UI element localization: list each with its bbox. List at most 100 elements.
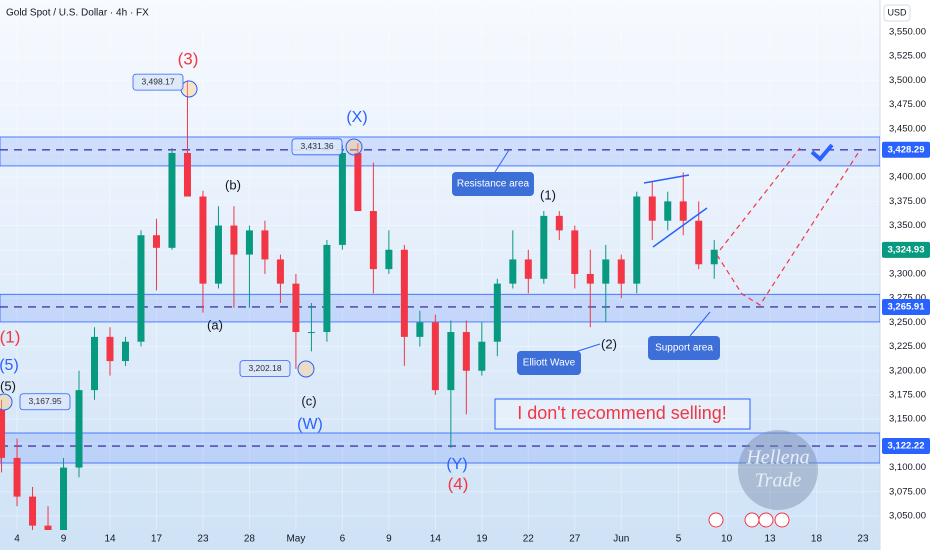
x-tick-label: 6 [340, 534, 346, 545]
candle-body [447, 332, 455, 391]
callout-pointer [574, 343, 601, 353]
callout-pointer [494, 149, 510, 173]
wave-label: (c) [301, 393, 316, 408]
y-tick-label: 3,150.00 [889, 414, 926, 425]
candle-body [261, 230, 269, 260]
candle-body [586, 273, 594, 284]
price-tag [291, 138, 343, 156]
callout-box [517, 351, 581, 375]
price-tag-label: 3,202.18 [248, 363, 281, 373]
candle-body [168, 152, 176, 248]
drawings [0, 80, 861, 528]
candle-body [137, 235, 145, 342]
wave-labels: (3) (X) (b) (a) (c) (W) (Y) (4) (1) (5) … [0, 49, 617, 493]
x-tick-label: 4 [14, 534, 20, 545]
y-tick-label: 3,200.00 [889, 365, 926, 376]
zone [0, 293, 880, 323]
candle-body [183, 152, 191, 197]
y-tick-label: 3,275.00 [889, 293, 926, 304]
watermark-circle [738, 430, 818, 510]
y-tick-label: 3,550.00 [889, 26, 926, 37]
y-tick-label: 3,450.00 [889, 123, 926, 134]
y-tick-label: 3,175.00 [889, 389, 926, 400]
x-tick-label: 27 [569, 534, 581, 545]
level-tag-label: 3,428.29 [888, 144, 925, 155]
candle-body [462, 332, 470, 371]
x-tick-label: May [286, 534, 305, 545]
watermark: Trade [755, 470, 802, 492]
wedge-line [643, 174, 690, 184]
chart-title: Gold Spot / U.S. Dollar · 4h · FX [6, 8, 149, 19]
candle-body [323, 244, 331, 333]
level-tag [882, 141, 930, 158]
check-mark [810, 143, 834, 162]
y-tick-label: 3,250.00 [889, 317, 926, 328]
candle-body [369, 211, 377, 270]
wave-label: (5) [0, 357, 19, 374]
projection [719, 147, 801, 251]
y-tick-label: 3,500.00 [889, 75, 926, 86]
y-tick-label: 3,050.00 [889, 510, 926, 521]
candle-body [245, 230, 253, 255]
y-tick-label: 3,075.00 [889, 486, 926, 497]
x-tick-label: 9 [386, 534, 392, 545]
candle-body [648, 196, 656, 221]
price-tag [239, 360, 291, 378]
wave-label: (X) [346, 109, 367, 126]
callout-box [452, 172, 534, 196]
candle-body [13, 457, 21, 497]
marker [345, 138, 363, 156]
wave-label: (3) [178, 49, 199, 68]
price-axis-bg [880, 0, 932, 550]
candle-body [478, 341, 486, 371]
candle-body [214, 225, 222, 284]
candle-body [199, 196, 207, 284]
price-tag-label: 3,498.17 [141, 76, 174, 86]
wave-label: (a) [207, 317, 223, 332]
zone [0, 136, 880, 167]
x-tick-label: 13 [764, 534, 776, 545]
callouts: Resistance area Elliott Wave Support are… [452, 149, 720, 375]
projection [716, 149, 861, 306]
candle-body [679, 201, 687, 221]
candle-body [493, 283, 501, 342]
wave-label: (W) [297, 416, 323, 433]
marker [297, 360, 315, 378]
candle-body [633, 196, 641, 284]
candle-body [0, 409, 6, 458]
price-tag [132, 73, 184, 91]
x-tick-label: 14 [104, 534, 116, 545]
zone [0, 432, 880, 464]
warning-box [494, 398, 751, 430]
callout-box [648, 336, 720, 360]
currency: USD [887, 7, 907, 17]
candle-body [602, 259, 610, 284]
y-tick-label: 3,400.00 [889, 172, 926, 183]
x-tick-label: 23 [857, 534, 869, 545]
wave-label: (Y) [446, 456, 467, 473]
level-tag [882, 438, 930, 455]
x-tick-label: 10 [721, 534, 733, 545]
x-tick-label: 28 [244, 534, 256, 545]
price-tag-label: 3,167.95 [28, 396, 61, 406]
candle-body [338, 152, 346, 245]
y-tick-label: 3,350.00 [889, 220, 926, 231]
x-tick-label: 23 [197, 534, 209, 545]
wave-label: (b) [225, 177, 241, 192]
x-tick-label: 22 [523, 534, 535, 545]
candle-body [276, 259, 284, 284]
wedge-line [652, 207, 708, 248]
x-tick-label: 9 [61, 534, 67, 545]
last-price-tag [882, 241, 930, 258]
y-tick-label: 3,100.00 [889, 462, 926, 473]
x-tick-label: 17 [151, 534, 163, 545]
candle-body [524, 259, 532, 279]
candle-body [60, 467, 68, 530]
candle-body [571, 230, 579, 274]
currency-box [883, 4, 911, 22]
wave-label: (4) [448, 474, 469, 493]
callout: Resistance area [457, 179, 530, 190]
candle-body [230, 225, 238, 255]
